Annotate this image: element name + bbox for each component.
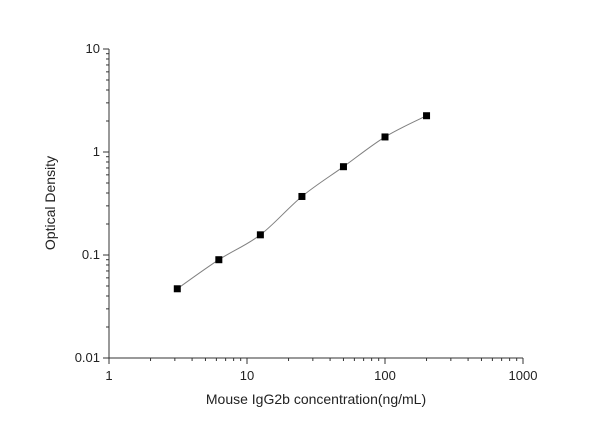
x-tick-label: 100: [374, 368, 396, 383]
fit-curve: [177, 115, 427, 290]
data-point: [298, 192, 306, 200]
data-point: [423, 112, 431, 120]
x-tick-label: 1: [105, 368, 112, 383]
data-point: [256, 231, 264, 239]
y-tick-label: 10: [86, 41, 100, 56]
x-tick-label: 10: [240, 368, 254, 383]
data-points: [173, 112, 431, 293]
x-tick-label: 1000: [509, 368, 538, 383]
x-axis-label: Mouse IgG2b concentration(ng/mL): [206, 391, 426, 407]
data-point: [339, 163, 347, 171]
data-point: [173, 285, 181, 293]
axes: 1 10 100 1000 0.01 0.1 1 10: [75, 41, 538, 383]
data-point: [381, 133, 389, 141]
y-tick-label: 1: [93, 144, 100, 159]
data-point: [215, 256, 223, 264]
y-tick-label: 0.1: [82, 247, 100, 262]
y-tick-label: 0.01: [75, 350, 100, 365]
y-axis-label: Optical Density: [42, 156, 58, 250]
